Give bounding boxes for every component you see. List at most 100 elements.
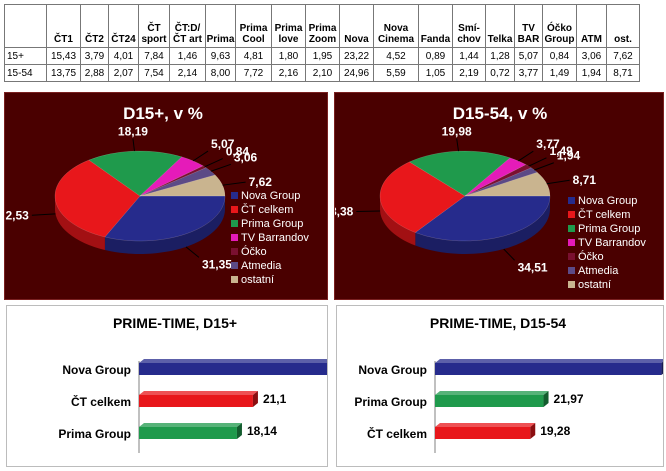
table-cell: 4,01 xyxy=(108,47,139,65)
pie-leader-line xyxy=(456,138,459,152)
table-row: 15+ 15,43 3,79 4,01 7,84 1,46 9,63 4,81 … xyxy=(4,47,640,65)
pie-slice xyxy=(464,167,538,197)
legend-label: ostatní xyxy=(578,279,611,291)
bar-top-face xyxy=(435,359,666,363)
table-cell: 2,88 xyxy=(80,64,109,82)
pie-data-label: 32,53 xyxy=(5,208,29,222)
pie-slice xyxy=(414,195,551,242)
table-cell: 5,07 xyxy=(514,47,543,65)
table-cell: 3,77 xyxy=(514,64,543,82)
pie-leader-line xyxy=(31,213,56,216)
bar-category-label: Nova Group xyxy=(358,363,427,377)
pie-leader-line xyxy=(192,150,209,162)
pie-data-label: 5,07 xyxy=(211,137,235,151)
table-corner-cell xyxy=(4,4,47,48)
pie-leader-line xyxy=(356,210,381,213)
column-header: Fanda xyxy=(418,4,453,48)
pie-chart-d15plus: D15+, v % 31,35 32,53 18,19 5,070,843,06 7,62… xyxy=(0,104,309,286)
column-header: Prima love xyxy=(271,4,306,48)
bar xyxy=(139,395,253,407)
table-cell: 1,28 xyxy=(485,47,515,65)
legend-swatch xyxy=(568,239,575,246)
pie-leader-line xyxy=(503,248,515,261)
table-cell: 13,75 xyxy=(46,64,81,82)
table-cell: 0,84 xyxy=(542,47,577,65)
share-table: ČT1 ČT2 ČT24 ČT sport ČT:D/ ČT art Prima… xyxy=(4,4,640,82)
pie-slice-side xyxy=(104,196,225,254)
table-cell: 0,72 xyxy=(485,64,515,82)
pie-slice xyxy=(139,167,216,197)
legend-swatch xyxy=(568,225,575,232)
bar-top-face xyxy=(139,423,242,427)
column-header: ČT:D/ ČT art xyxy=(169,4,206,48)
bar-chart-title: PRIME-TIME, D15-54 xyxy=(430,315,566,331)
legend-label: Nova Group xyxy=(578,195,637,207)
column-header: Prima Cool xyxy=(235,4,272,48)
legend-label: Prima Group xyxy=(578,223,640,235)
legend-label: Atmedia xyxy=(578,265,619,277)
column-header: TV BAR xyxy=(514,4,543,48)
table-cell: 1,44 xyxy=(452,47,486,65)
legend-swatch xyxy=(568,211,575,218)
bar-category-label: ČT celkem xyxy=(71,394,131,409)
legend-swatch xyxy=(231,234,238,241)
bar-chart-d15plus: PRIME-TIME, D15+Nova Group46,33ČT celkem… xyxy=(58,315,430,453)
table-cell: 7,72 xyxy=(235,64,272,82)
legend-swatch xyxy=(568,253,575,260)
pie-data-label: 18,19 xyxy=(118,125,148,139)
pie-data-label: 1,94 xyxy=(557,149,581,163)
pie-slice xyxy=(139,174,226,197)
table-cell: 4,52 xyxy=(373,47,419,65)
bar-category-label: Prima Group xyxy=(58,427,131,441)
pie-data-label: 1,49 xyxy=(549,144,573,158)
pie-slice-side xyxy=(380,196,416,246)
bar-top-face xyxy=(435,423,536,427)
legend-label: ČT celkem xyxy=(241,203,293,216)
legend-label: ČT celkem xyxy=(578,208,630,221)
column-header: ČT2 xyxy=(80,4,109,48)
pie-leader-line xyxy=(204,158,223,168)
pie-slice xyxy=(54,159,141,238)
legend-label: TV Barrandov xyxy=(241,232,309,244)
table-cell: 2,19 xyxy=(452,64,486,82)
table-cell: 8,00 xyxy=(205,64,236,82)
legend-swatch xyxy=(231,220,238,227)
table-cell: 1,05 xyxy=(418,64,453,82)
table-cell: 3,06 xyxy=(576,47,607,65)
pie-leader-line xyxy=(185,246,200,258)
bar-value-label: 21,97 xyxy=(554,392,584,406)
legend-swatch xyxy=(568,197,575,204)
legend-swatch xyxy=(231,276,238,283)
bar-chart-title: PRIME-TIME, D15+ xyxy=(113,315,237,331)
pie-leader-line xyxy=(132,138,135,152)
table-cell: 15,43 xyxy=(46,47,81,65)
column-header: ČT24 xyxy=(108,4,139,48)
bar-category-label: Prima Group xyxy=(354,395,427,409)
row-label: 15+ xyxy=(4,47,47,65)
pie-chart-d15-54: D15-54, v % 34,51 28,38 19,98 3,771,491,94 8,… xyxy=(323,104,646,291)
table-header-row: ČT1 ČT2 ČT24 ČT sport ČT:D/ ČT art Prima… xyxy=(4,4,640,48)
table-cell: 0,89 xyxy=(418,47,453,65)
column-header: ČT sport xyxy=(138,4,170,48)
pie-slice xyxy=(139,165,207,197)
bar-side-face xyxy=(252,391,258,407)
legend-label: Prima Group xyxy=(241,218,303,230)
bar-top-face xyxy=(139,391,258,395)
pie-data-label: 3,06 xyxy=(234,150,258,164)
column-header: Nova Cinema xyxy=(373,4,419,48)
bar-panel-d15plus: PRIME-TIME, D15+Nova Group46,33ČT celkem… xyxy=(6,305,430,467)
bar-value-label: 19,28 xyxy=(540,424,570,438)
bar-category-label: ČT celkem xyxy=(367,426,427,441)
pie-leader-line xyxy=(534,162,554,171)
column-header: ATM xyxy=(576,4,607,48)
pie-leader-line xyxy=(518,150,534,162)
legend-label: ostatní xyxy=(241,274,274,286)
pie-slice xyxy=(464,164,532,197)
column-header: Óčko Group xyxy=(542,4,577,48)
pie-data-label: 3,77 xyxy=(536,137,560,151)
pie-slice xyxy=(464,172,551,197)
pie-slice xyxy=(379,161,466,233)
column-header: Nova xyxy=(339,4,374,48)
